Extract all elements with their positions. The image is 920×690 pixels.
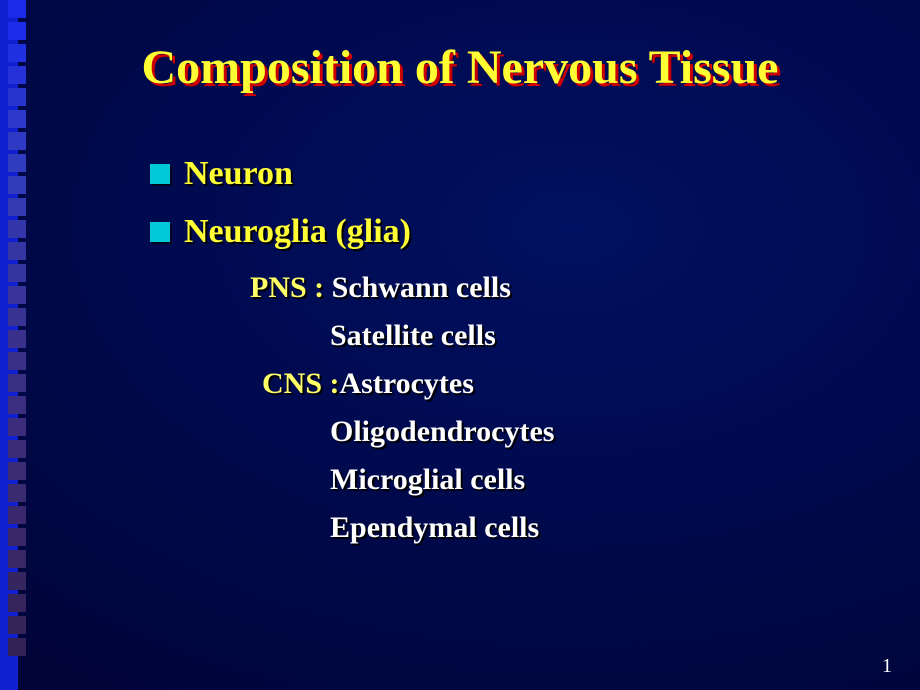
bullet-label: Neuroglia (glia) — [184, 213, 411, 251]
sidebar-square-icon — [8, 308, 26, 326]
sub-line: Microglial cells — [330, 463, 890, 497]
sidebar-square-icon — [8, 396, 26, 414]
sidebar-square-icon — [8, 198, 26, 216]
slide: Composition of Nervous Tissue Neuron Neu… — [0, 0, 920, 690]
sidebar-square-icon — [8, 132, 26, 150]
sidebar-square-icon — [8, 66, 26, 84]
slide-title: Composition of Nervous Tissue — [30, 40, 890, 95]
sidebar-square-icon — [8, 0, 26, 18]
sub-line: Ependymal cells — [330, 511, 890, 545]
sub-line-text: Oligodendrocytes — [330, 415, 554, 448]
sidebar-square-icon — [8, 594, 26, 612]
sidebar-square-icon — [8, 22, 26, 40]
sidebar-square-icon — [8, 88, 26, 106]
sub-line-text: Astrocytes — [340, 367, 474, 400]
sub-line: Oligodendrocytes — [330, 415, 890, 449]
sidebar-squares — [8, 0, 26, 690]
sub-line-text: Microglial cells — [330, 463, 525, 496]
bullet-square-icon — [150, 164, 170, 184]
sidebar-square-icon — [8, 462, 26, 480]
sidebar-square-icon — [8, 286, 26, 304]
sub-line-text: Satellite cells — [330, 319, 496, 352]
sidebar-square-icon — [8, 528, 26, 546]
sub-line-text: Schwann cells — [332, 271, 511, 304]
sidebar-square-icon — [8, 330, 26, 348]
sidebar-square-icon — [8, 550, 26, 568]
sidebar-square-icon — [8, 352, 26, 370]
sidebar-square-icon — [8, 506, 26, 524]
sub-line: CNS :Astrocytes — [262, 367, 890, 401]
sub-line: Satellite cells — [330, 319, 890, 353]
sidebar-square-icon — [8, 110, 26, 128]
bullet-item: Neuroglia (glia) — [150, 213, 890, 251]
page-number: 1 — [882, 655, 892, 678]
sidebar-square-icon — [8, 242, 26, 260]
sidebar-square-icon — [8, 154, 26, 172]
sidebar-square-icon — [8, 418, 26, 436]
bullet-square-icon — [150, 222, 170, 242]
sidebar-square-icon — [8, 616, 26, 634]
sidebar-square-icon — [8, 374, 26, 392]
sub-line-text: Ependymal cells — [330, 511, 539, 544]
slide-body: Neuron Neuroglia (glia) PNS : Schwann ce… — [150, 155, 890, 545]
sidebar-square-icon — [8, 572, 26, 590]
sub-line-label: PNS : — [250, 271, 332, 304]
sub-line: PNS : Schwann cells — [250, 271, 890, 305]
sidebar-square-icon — [8, 264, 26, 282]
sidebar-square-icon — [8, 638, 26, 656]
sidebar-decoration — [0, 0, 100, 690]
bullet-label: Neuron — [184, 155, 293, 193]
sidebar-square-icon — [8, 484, 26, 502]
sidebar-square-icon — [8, 440, 26, 458]
sub-line-label: CNS : — [262, 367, 340, 400]
sidebar-square-icon — [8, 220, 26, 238]
bullet-item: Neuron — [150, 155, 890, 193]
sidebar-square-icon — [8, 44, 26, 62]
sidebar-square-icon — [8, 176, 26, 194]
slide-content: Composition of Nervous Tissue Neuron Neu… — [100, 0, 920, 690]
